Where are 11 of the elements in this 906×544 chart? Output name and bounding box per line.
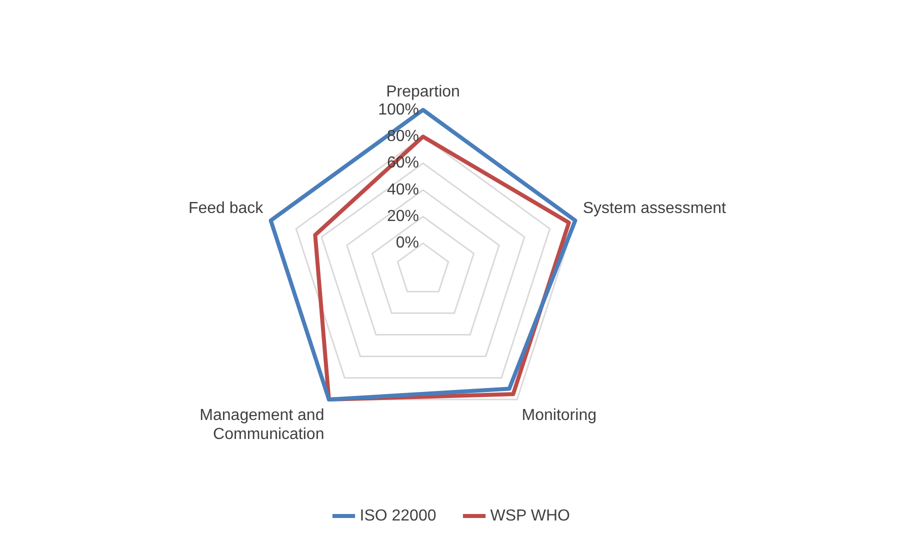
y-tick-label: 100% [378,101,419,118]
spoke-label: System assessment [582,200,727,217]
legend-label: ISO 22000 [360,507,436,524]
legend-label: WSP WHO [490,507,570,524]
y-tick-label: 0% [396,234,419,252]
spoke-label: Prepartion [386,84,460,101]
spoke-label: Feed back [188,200,264,217]
spoke-label: Management and Communication [200,406,324,444]
spoke-label: Monitoring [522,406,596,424]
y-tick-label: 20% [386,208,419,226]
y-tick-label: 40% [386,181,419,198]
